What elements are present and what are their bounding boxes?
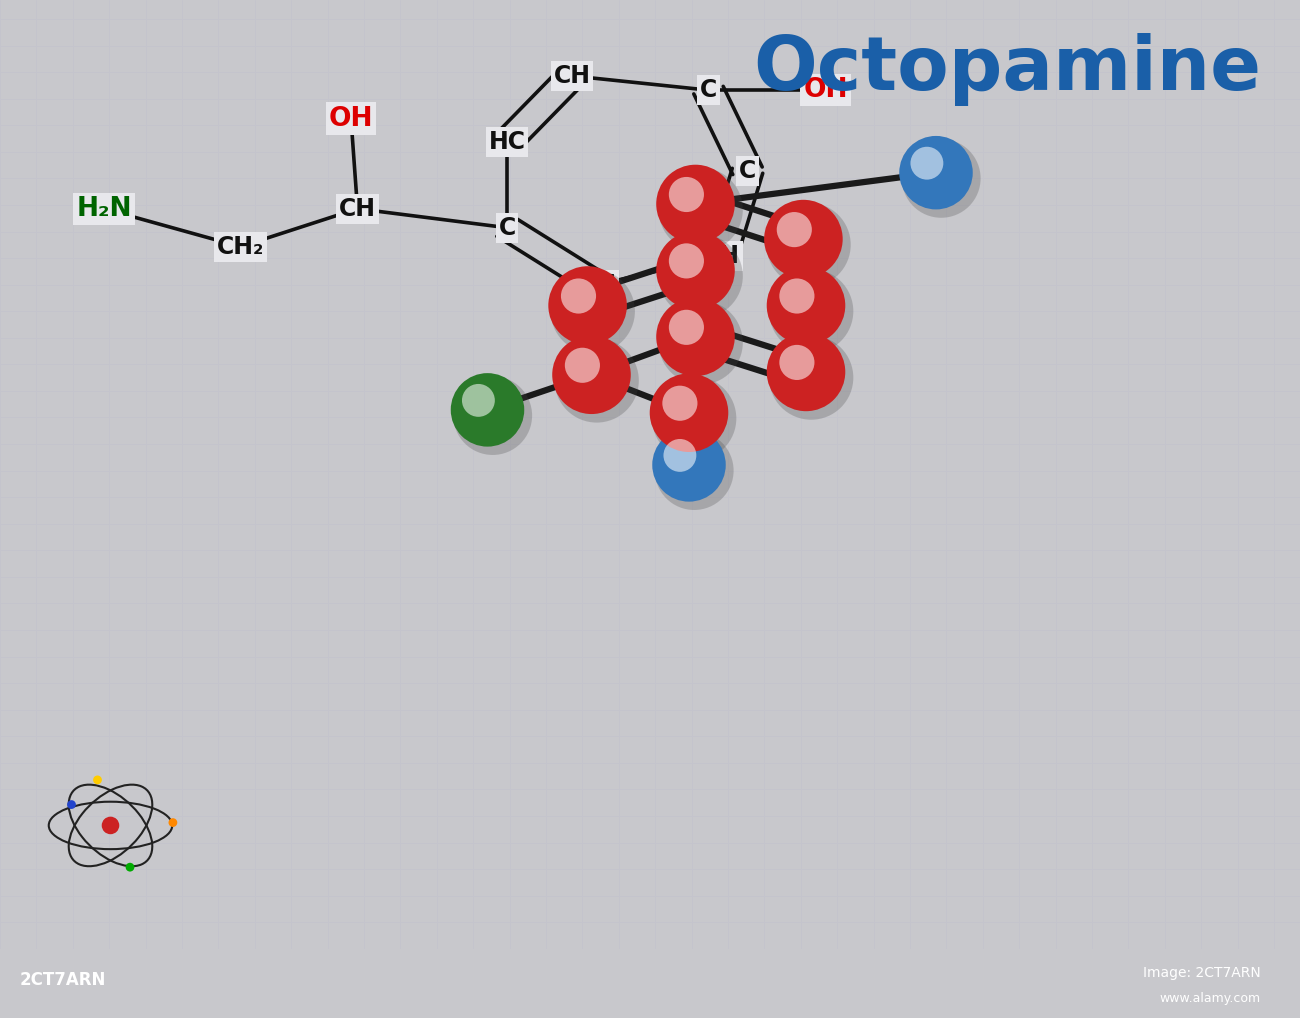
Point <box>798 236 819 252</box>
Text: CH: CH <box>339 196 376 221</box>
Point <box>572 357 593 374</box>
Text: OH: OH <box>329 106 373 131</box>
Point <box>670 447 690 463</box>
Point <box>676 186 697 203</box>
Text: CH: CH <box>580 273 616 296</box>
Point <box>679 404 699 420</box>
Point <box>685 263 706 279</box>
Text: CH₂: CH₂ <box>217 235 264 259</box>
Point <box>679 457 699 473</box>
Point <box>786 354 807 371</box>
Point <box>577 297 598 314</box>
Point <box>477 402 498 418</box>
Point <box>931 170 952 186</box>
Point <box>100 817 121 834</box>
Point <box>784 222 805 238</box>
Text: OH: OH <box>803 77 848 103</box>
Text: C: C <box>699 78 718 102</box>
Point <box>61 796 82 812</box>
Point <box>468 392 489 408</box>
Point <box>684 410 705 427</box>
Point <box>581 366 602 383</box>
Point <box>586 373 607 389</box>
Point <box>786 288 807 304</box>
Text: H₂N: H₂N <box>77 195 131 222</box>
Text: Image: 2CT7ARN: Image: 2CT7ARN <box>1143 966 1261 980</box>
Point <box>568 288 589 304</box>
Point <box>916 155 937 171</box>
Point <box>676 320 697 336</box>
Point <box>793 231 814 247</box>
Point <box>582 303 603 320</box>
Point <box>482 407 503 423</box>
Text: C: C <box>738 159 757 183</box>
Point <box>685 195 706 212</box>
Point <box>162 814 183 831</box>
Point <box>690 202 711 218</box>
Point <box>685 329 706 345</box>
Point <box>926 165 946 181</box>
Point <box>796 297 816 314</box>
Text: www.alamy.com: www.alamy.com <box>1160 993 1261 1005</box>
Point <box>87 772 108 788</box>
Text: HC: HC <box>489 130 525 155</box>
Text: 2CT7ARN: 2CT7ARN <box>20 971 105 988</box>
Point <box>684 462 705 478</box>
Text: Octopamine: Octopamine <box>753 34 1261 106</box>
Point <box>676 252 697 269</box>
Text: CH: CH <box>703 244 740 268</box>
Point <box>120 859 140 875</box>
Point <box>670 395 690 411</box>
Text: C: C <box>498 216 516 239</box>
Point <box>796 363 816 380</box>
Point <box>690 268 711 284</box>
Point <box>690 334 711 350</box>
Point <box>801 303 822 320</box>
Point <box>801 370 822 386</box>
Text: CH: CH <box>554 64 590 88</box>
